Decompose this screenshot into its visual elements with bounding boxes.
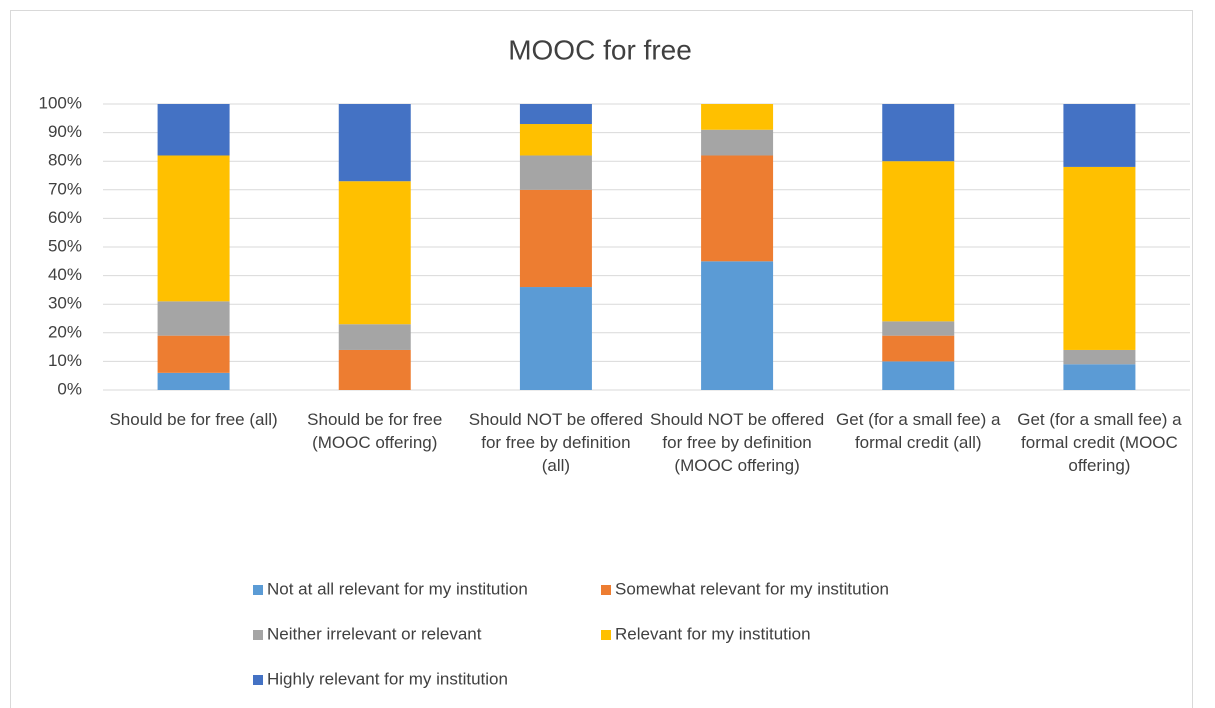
chart-title: MOOC for free [508,34,692,65]
bar-segment [882,104,955,162]
legend-swatch [253,630,263,640]
legend-swatch [601,585,611,595]
bar-segment [338,104,411,182]
y-tick-label: 90% [48,122,82,141]
y-tick-label: 0% [57,379,82,398]
bar-segment [1063,364,1136,390]
bar-segment [701,261,774,390]
bar-segment [519,287,592,390]
y-tick-label: 30% [48,294,82,313]
legend-label: Somewhat relevant for my institution [615,579,889,598]
bar-segment [519,189,592,288]
bar-segment [882,321,955,336]
bar-segment [701,129,774,156]
bar-segment [1063,166,1136,350]
bar-segment [882,161,955,322]
bar-segment [157,372,230,390]
y-tick-label: 100% [39,93,82,112]
bar-segment [519,124,592,156]
bar-segment [519,104,592,125]
legend-swatch [253,675,263,685]
bar-segment [701,155,774,262]
bar-segment [157,155,230,302]
bar-segment [882,361,955,390]
bar-segment [1063,349,1136,365]
y-tick-label: 60% [48,208,82,227]
y-tick-label: 70% [48,179,82,198]
legend-swatch [253,585,263,595]
bar-segment [157,301,230,336]
y-tick-label: 40% [48,265,82,284]
bar-segment [882,335,955,362]
bar-segment [157,104,230,156]
y-tick-label: 20% [48,322,82,341]
legend-label: Not at all relevant for my institution [267,579,528,598]
bar-segment [519,155,592,190]
x-tick-label: Get (for a small fee) a formal credit (MO… [1017,410,1182,475]
x-tick-label: Should be for free (all) [109,410,277,429]
bar-segment [338,181,411,325]
bar-segment [1063,104,1136,167]
legend-swatch [601,630,611,640]
legend-label: Relevant for my institution [615,624,811,643]
x-tick-label: Should NOT be offered for free by definit… [650,410,824,475]
bar-segment [338,324,411,350]
bar-segment [157,335,230,373]
x-tick-label: Get (for a small fee) a formal credit (al… [836,410,1001,452]
bar-segment [338,349,411,390]
x-tick-label: Should NOT be offered for free by definit… [469,410,643,475]
legend-label: Neither irrelevant or relevant [267,624,482,643]
y-tick-label: 10% [48,351,82,370]
bar-segment [701,104,774,130]
legend-label: Highly relevant for my institution [267,669,508,688]
x-tick-label: Should be for free (MOOC offering) [307,410,442,452]
y-tick-label: 50% [48,236,82,255]
y-tick-label: 80% [48,151,82,170]
